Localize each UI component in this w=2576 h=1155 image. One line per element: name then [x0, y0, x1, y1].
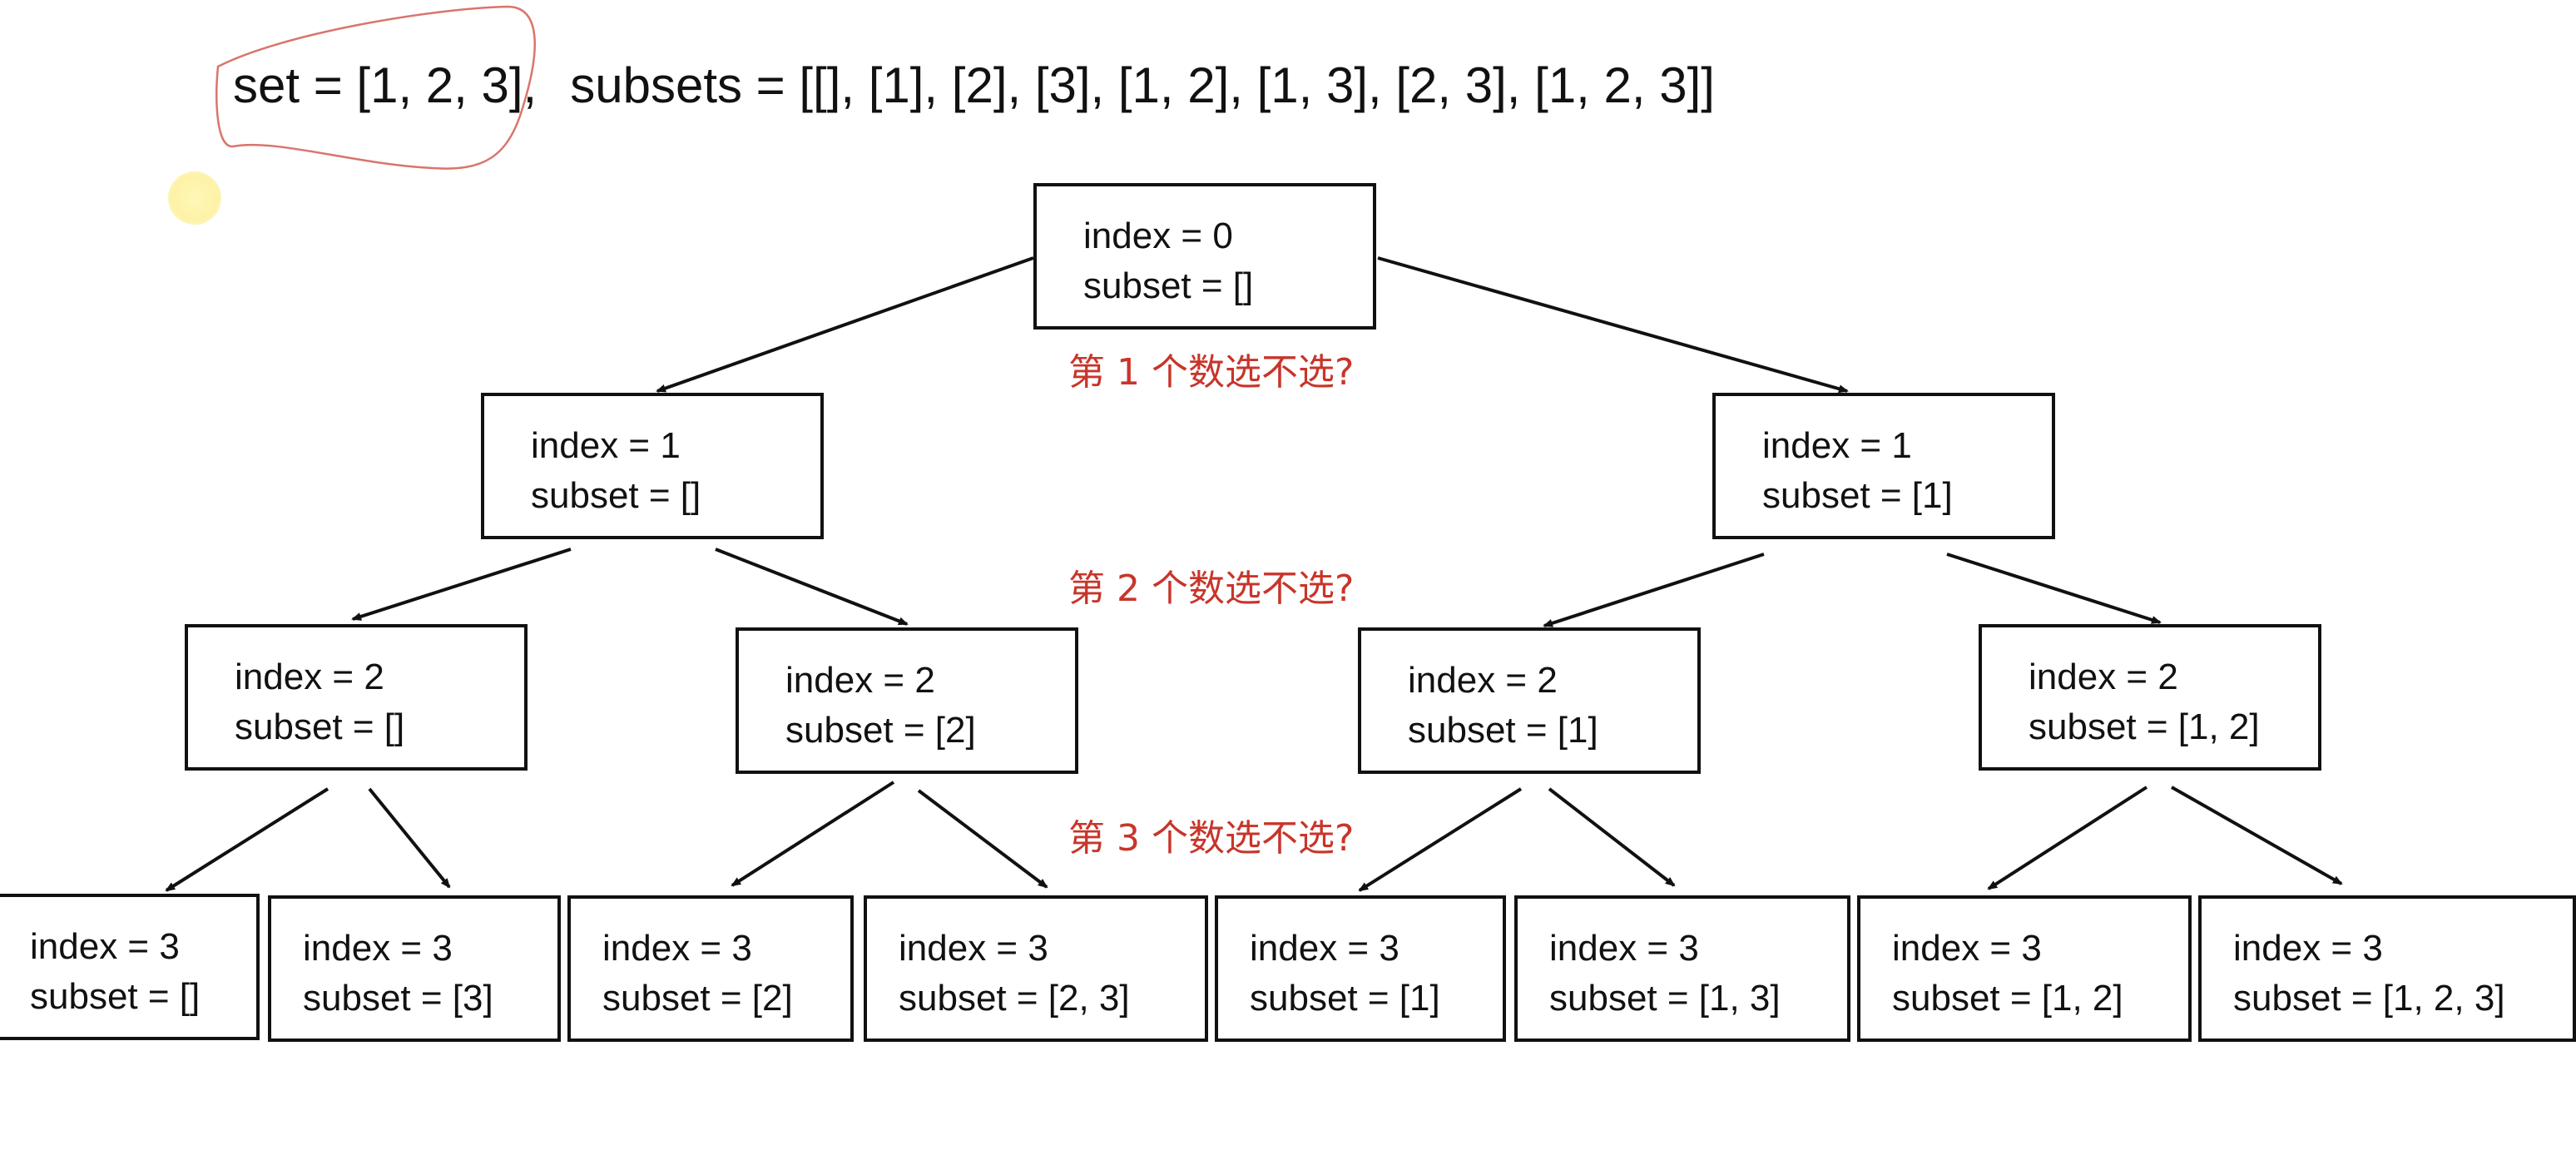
- header-line: set = [1, 2, 3], subsets = [[], [1], [2],…: [233, 48, 1715, 123]
- node-index: index = 1: [531, 425, 681, 466]
- node-index: index = 3: [899, 928, 1048, 969]
- node-subset: subset = []: [1083, 265, 1254, 306]
- edge-l2-1-l3-2: [731, 781, 895, 887]
- question-level-2: 第 2 个数选不选?: [1068, 568, 1355, 610]
- annotation-circle-set: [215, 5, 536, 170]
- tree-node-l2-3: index = 2 subset = [1, 2]: [1979, 624, 2321, 771]
- subsets-label: subsets = [[], [1], [2], [3], [1, 2], [1…: [570, 57, 1715, 113]
- node-index: index = 3: [1892, 928, 2042, 969]
- tree-node-l3-4: index = 3 subset = [1]: [1215, 895, 1506, 1042]
- laser-pointer-dot: [168, 171, 221, 225]
- tree-node-l1-right: index = 1 subset = [1]: [1712, 393, 2055, 539]
- set-label: set = [1, 2, 3],: [233, 57, 537, 113]
- edge-l1right-l2-2: [1543, 553, 1765, 627]
- edge-l2-2-l3-5: [1548, 787, 1676, 887]
- tree-node-l3-1: index = 3 subset = [3]: [268, 895, 561, 1042]
- tree-node-l2-2: index = 2 subset = [1]: [1358, 627, 1701, 774]
- edge-l2-3-l3-6: [1987, 786, 2148, 890]
- edge-l2-0-l3-1: [368, 787, 451, 889]
- node-subset: subset = [3]: [303, 978, 493, 1019]
- tree-node-l3-5: index = 3 subset = [1, 3]: [1514, 895, 1850, 1042]
- edge-root-l1-right: [1377, 256, 1849, 394]
- node-subset: subset = [1, 3]: [1549, 978, 1781, 1019]
- tree-node-l3-3: index = 3 subset = [2, 3]: [864, 895, 1208, 1042]
- edge-l2-1-l3-3: [917, 789, 1048, 889]
- node-index: index = 0: [1083, 216, 1233, 256]
- tree-node-l1-left: index = 1 subset = []: [481, 393, 824, 539]
- node-subset: subset = []: [30, 976, 201, 1017]
- node-index: index = 3: [303, 928, 453, 969]
- node-subset: subset = [1, 2]: [2029, 706, 2260, 747]
- edge-l2-3-l3-7: [2171, 786, 2343, 885]
- question-level-1: 第 1 个数选不选?: [1068, 351, 1355, 394]
- node-subset: subset = [1]: [1250, 978, 1440, 1019]
- tree-node-root: index = 0 subset = []: [1033, 183, 1376, 330]
- edge-l1left-l2-1: [715, 548, 909, 626]
- edge-l2-0-l3-0: [165, 787, 329, 892]
- node-index: index = 3: [1250, 928, 1399, 969]
- node-index: index = 3: [2233, 928, 2383, 969]
- edge-root-l1-left: [656, 256, 1034, 393]
- node-subset: subset = [2]: [602, 978, 793, 1019]
- node-index: index = 3: [30, 926, 180, 967]
- node-index: index = 3: [1549, 928, 1699, 969]
- node-subset: subset = [1]: [1408, 710, 1598, 751]
- node-index: index = 2: [785, 660, 935, 701]
- tree-node-l2-1: index = 2 subset = [2]: [736, 627, 1078, 774]
- node-subset: subset = [2]: [785, 710, 976, 751]
- node-subset: subset = [2, 3]: [899, 978, 1130, 1019]
- tree-node-l3-2: index = 3 subset = [2]: [567, 895, 854, 1042]
- node-index: index = 1: [1762, 425, 1912, 466]
- node-index: index = 2: [235, 657, 384, 697]
- node-index: index = 2: [2029, 657, 2178, 697]
- edge-l1right-l2-3: [1946, 553, 2162, 624]
- tree-node-l3-7: index = 3 subset = [1, 2, 3]: [2198, 895, 2576, 1042]
- edge-l1left-l2-0: [351, 548, 572, 621]
- node-subset: subset = [1, 2, 3]: [2233, 978, 2505, 1019]
- node-subset: subset = [1, 2]: [1892, 978, 2123, 1019]
- edge-l2-2-l3-4: [1358, 787, 1523, 892]
- node-subset: subset = []: [531, 475, 701, 516]
- tree-node-l3-6: index = 3 subset = [1, 2]: [1857, 895, 2192, 1042]
- tree-node-l3-0: index = 3 subset = []: [0, 894, 260, 1040]
- question-level-3: 第 3 个数选不选?: [1068, 817, 1355, 860]
- node-index: index = 3: [602, 928, 752, 969]
- tree-node-l2-0: index = 2 subset = []: [185, 624, 528, 771]
- node-index: index = 2: [1408, 660, 1558, 701]
- node-subset: subset = []: [235, 706, 405, 747]
- node-subset: subset = [1]: [1762, 475, 1953, 516]
